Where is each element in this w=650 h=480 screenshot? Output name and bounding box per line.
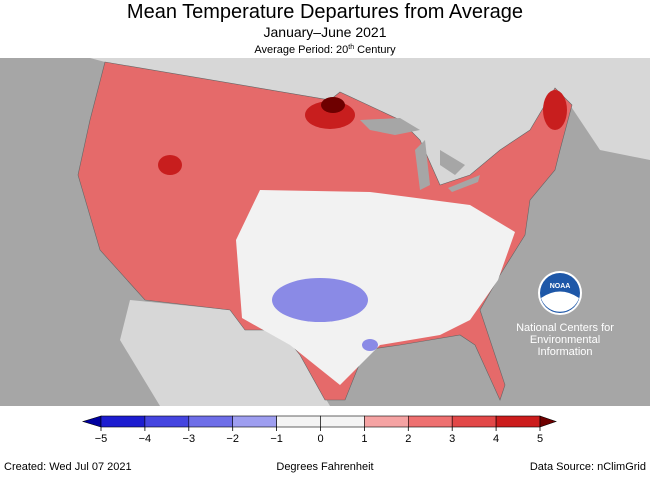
tick-label: −3 (183, 433, 196, 445)
tick-label: 1 (361, 433, 367, 445)
colorbar-arrow (539, 415, 557, 428)
period-suffix: Century (357, 44, 396, 56)
lake (415, 140, 430, 190)
colorbar-bin (276, 415, 321, 428)
tick-label: 3 (449, 433, 455, 445)
period-prefix: Average Period: 20 (254, 44, 348, 56)
colorbar-bin (144, 415, 190, 428)
logo-line: National Centers for (516, 322, 614, 334)
period-sup: th (348, 44, 354, 51)
logo-name: NOAA (550, 283, 571, 290)
tick-label: −1 (270, 433, 283, 445)
map: NOAA National Centers for Environmental … (0, 58, 650, 406)
lake (448, 175, 480, 192)
warm-region (543, 90, 567, 130)
hot-region (321, 97, 345, 113)
lake (360, 118, 420, 135)
tick-label: 0 (317, 433, 323, 445)
colorbar-bin (451, 415, 497, 428)
colorbar-bin (232, 415, 277, 428)
lake (440, 150, 465, 175)
colorbar-bin (100, 415, 146, 428)
tick-label: −5 (95, 433, 108, 445)
tick-label: 5 (537, 433, 543, 445)
near-normal-region (236, 190, 515, 385)
title: Mean Temperature Departures from Average (127, 1, 523, 23)
subtitle: January–June 2021 (264, 24, 387, 40)
canada (90, 58, 650, 185)
period: Average Period: 20th Century (254, 44, 396, 56)
created: Created: Wed Jul 07 2021 (4, 461, 132, 473)
cool-region (362, 339, 378, 351)
logo-line: Information (537, 346, 592, 358)
colorbar-bin (188, 415, 234, 428)
source: Data Source: nClimGrid (530, 461, 646, 473)
logo-gull (541, 291, 579, 312)
colorbar-bin (407, 415, 453, 428)
legend-label: Degrees Fahrenheit (276, 461, 373, 473)
tick-label: 4 (493, 433, 499, 445)
tick-label: −2 (226, 433, 239, 445)
warm-region (158, 155, 182, 175)
logo-line: Environmental (530, 334, 600, 346)
tick-label: −4 (139, 433, 152, 445)
legend: −5 −4 −3 −2 −1 0 1 2 3 4 5 (81, 415, 557, 445)
mexico (120, 300, 330, 406)
cool-region (272, 278, 368, 322)
colorbar-bin (320, 415, 365, 428)
colorbar-bin (495, 415, 541, 428)
colorbar-bin (364, 415, 409, 428)
tick-label: 2 (405, 433, 411, 445)
